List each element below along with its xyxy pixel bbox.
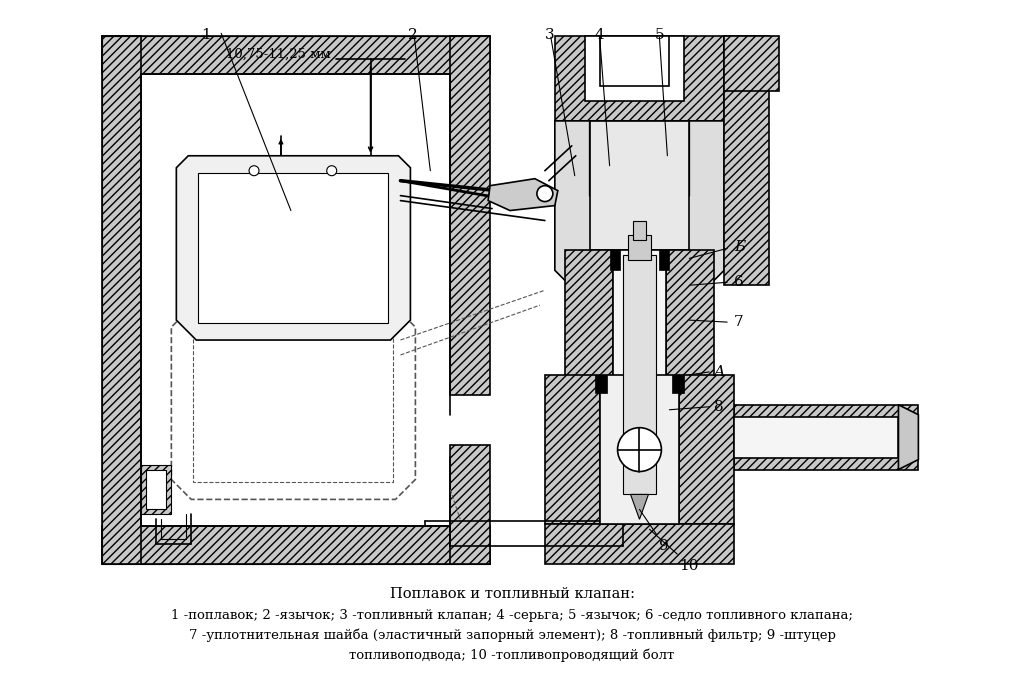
Bar: [724, 36, 769, 285]
Bar: [555, 121, 589, 250]
Bar: [622, 255, 656, 494]
Bar: [584, 36, 685, 101]
Text: 10: 10: [680, 559, 699, 573]
Bar: [101, 36, 141, 564]
Bar: [724, 36, 779, 91]
Bar: [734, 417, 899, 458]
Circle shape: [249, 166, 259, 175]
Bar: [689, 121, 724, 250]
Text: Б: Б: [734, 240, 745, 254]
Bar: [141, 74, 450, 526]
Text: А: А: [714, 365, 726, 379]
Bar: [450, 36, 490, 395]
Bar: [734, 405, 918, 470]
Bar: [610, 250, 619, 271]
Text: 3: 3: [545, 28, 555, 42]
Polygon shape: [630, 494, 649, 519]
Text: топливоподвода; 10 -топливопроводящий болт: топливоподвода; 10 -топливопроводящий бо…: [350, 649, 674, 663]
Text: 1 -поплавок; 2 -язычок; 3 -топливный клапан; 4 -серьга; 5 -язычок; 6 -седло топл: 1 -поплавок; 2 -язычок; 3 -топливный кла…: [171, 609, 853, 622]
Polygon shape: [899, 405, 918, 470]
Bar: [147, 470, 166, 510]
Bar: [450, 445, 490, 564]
Polygon shape: [176, 156, 410, 340]
Bar: [555, 36, 724, 121]
Polygon shape: [198, 173, 388, 323]
Circle shape: [618, 428, 661, 472]
Bar: [594, 375, 607, 393]
Polygon shape: [555, 121, 724, 290]
Bar: [141, 465, 171, 514]
Text: 1: 1: [201, 28, 211, 42]
Bar: [589, 121, 689, 250]
Bar: [659, 250, 669, 271]
Text: 5: 5: [654, 28, 664, 42]
Bar: [672, 375, 685, 393]
Text: 10,75-11,25 мм: 10,75-11,25 мм: [227, 48, 331, 62]
Bar: [545, 375, 600, 524]
Bar: [627, 236, 652, 260]
Text: 7 -уплотнительная шайба (эластичный запорный элемент); 8 -топливный фильтр; 9 -ш: 7 -уплотнительная шайба (эластичный запо…: [189, 629, 835, 642]
Bar: [666, 250, 714, 499]
Circle shape: [537, 186, 552, 201]
Bar: [632, 220, 647, 240]
Bar: [600, 36, 669, 86]
Text: 8: 8: [714, 400, 724, 414]
Text: 9: 9: [659, 539, 669, 553]
Bar: [101, 526, 490, 564]
Text: Поплавок и топливный клапан:: Поплавок и топливный клапан:: [390, 587, 634, 601]
Text: 2: 2: [408, 28, 418, 42]
Text: 4: 4: [594, 28, 605, 42]
Bar: [545, 524, 734, 564]
Text: 6: 6: [734, 275, 744, 289]
Polygon shape: [488, 179, 558, 210]
Bar: [565, 250, 613, 499]
Bar: [101, 36, 490, 74]
Circle shape: [327, 166, 336, 175]
Bar: [680, 375, 734, 524]
Bar: [600, 375, 680, 524]
Text: 7: 7: [734, 315, 744, 329]
Bar: [613, 250, 666, 499]
